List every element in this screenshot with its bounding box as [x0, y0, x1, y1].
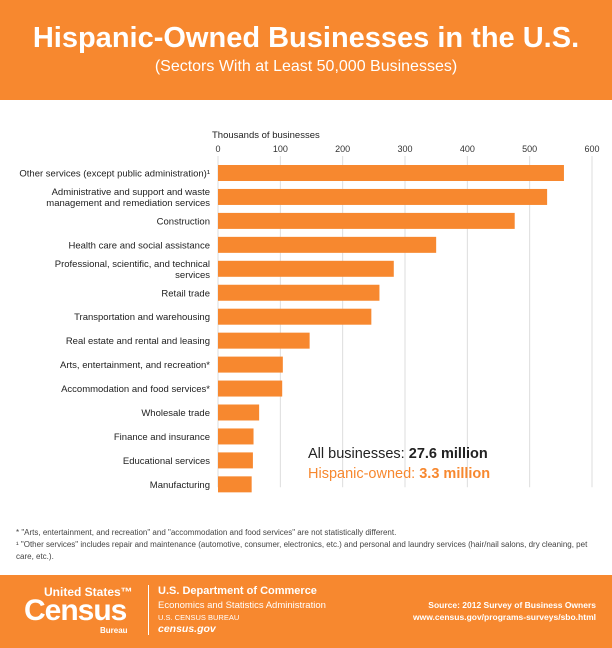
bar-chart: Thousands of businesses 0 100 200 300 400 500 6…: [19, 130, 600, 493]
category-label: Transportation and warehousing: [74, 312, 210, 323]
bureau-name: U.S. CENSUS BUREAU: [158, 613, 240, 622]
source-text: Source: 2012 Survey of Business Owners: [428, 600, 596, 610]
category-label: Finance and insurance: [114, 432, 210, 443]
census-logo: Census: [24, 594, 127, 627]
x-tick-label: 200: [335, 144, 350, 154]
bar: [218, 260, 394, 277]
page-title: Hispanic-Owned Businesses in the U.S.: [32, 22, 580, 54]
department-name: U.S. Department of Commerce: [158, 585, 317, 597]
bar: [218, 428, 254, 445]
bar: [218, 284, 380, 301]
hispanic-owned-value: 3.3 million: [419, 466, 491, 482]
category-label: Administrative and support and waste mana…: [46, 187, 210, 209]
bar: [218, 356, 283, 373]
category-label: Other services (except public administra…: [19, 169, 210, 180]
header-banner: Hispanic-Owned Businesses in the U.S. (S…: [0, 0, 612, 100]
bar: [218, 452, 253, 469]
category-label: Retail trade: [161, 288, 210, 299]
logo-united-states: United States™: [44, 585, 133, 599]
hispanic-owned-label: Hispanic-owned:: [308, 466, 416, 482]
x-tick-label: 600: [584, 144, 599, 154]
bar: [218, 476, 252, 493]
bar: [218, 212, 515, 229]
category-label: Health care and social assistance: [68, 240, 210, 251]
logo-bureau: Bureau: [100, 626, 128, 635]
bar: [218, 404, 260, 421]
footnote-other-services: ¹ "Other services" includes repair and m…: [16, 540, 588, 561]
x-tick-label: 100: [273, 144, 288, 154]
category-label: Professional, scientific, and technical s…: [55, 259, 210, 281]
category-label: Arts, entertainment, and recreation*: [60, 360, 210, 371]
bar: [218, 236, 437, 253]
footnote-asterisk: * "Arts, entertainment, and recreation" …: [16, 528, 397, 537]
page-subtitle: (Sectors With at Least 50,000 Businesses…: [154, 58, 458, 75]
x-axis-label: Thousands of businesses: [212, 130, 320, 141]
source-url-link[interactable]: www.census.gov/programs-surveys/sbo.html: [413, 612, 596, 622]
all-businesses-callout: All businesses: 27.6 million: [308, 446, 488, 462]
x-tick-label: 300: [397, 144, 412, 154]
category-label: Wholesale trade: [141, 408, 210, 419]
bar: [218, 165, 564, 181]
bar: [218, 188, 548, 205]
x-tick-label: 0: [215, 144, 220, 154]
x-tick-label: 500: [522, 144, 537, 154]
footnotes: * "Arts, entertainment, and recreation" …: [16, 527, 598, 563]
source-note: Source: 2012 Survey of Business Owners w…: [413, 599, 596, 623]
x-tick-label: 400: [460, 144, 475, 154]
census-website-link[interactable]: census.gov: [158, 623, 216, 635]
category-label: Accommodation and food services*: [61, 384, 210, 395]
category-label: Construction: [157, 216, 210, 227]
hispanic-owned-callout: Hispanic-owned: 3.3 million: [308, 466, 490, 482]
administration-name: Economics and Statistics Administration: [158, 600, 326, 611]
footer: United States™ Census Bureau U.S. Depart…: [0, 575, 612, 648]
bar: [218, 380, 283, 397]
all-businesses-label: All businesses:: [308, 446, 405, 462]
bar: [218, 308, 372, 325]
bar: [218, 332, 310, 349]
category-label: Real estate and rental and leasing: [66, 336, 210, 347]
category-label: Manufacturing: [150, 480, 210, 491]
footer-divider: [148, 585, 149, 635]
category-label: Educational services: [123, 456, 210, 467]
all-businesses-value: 27.6 million: [408, 446, 488, 462]
